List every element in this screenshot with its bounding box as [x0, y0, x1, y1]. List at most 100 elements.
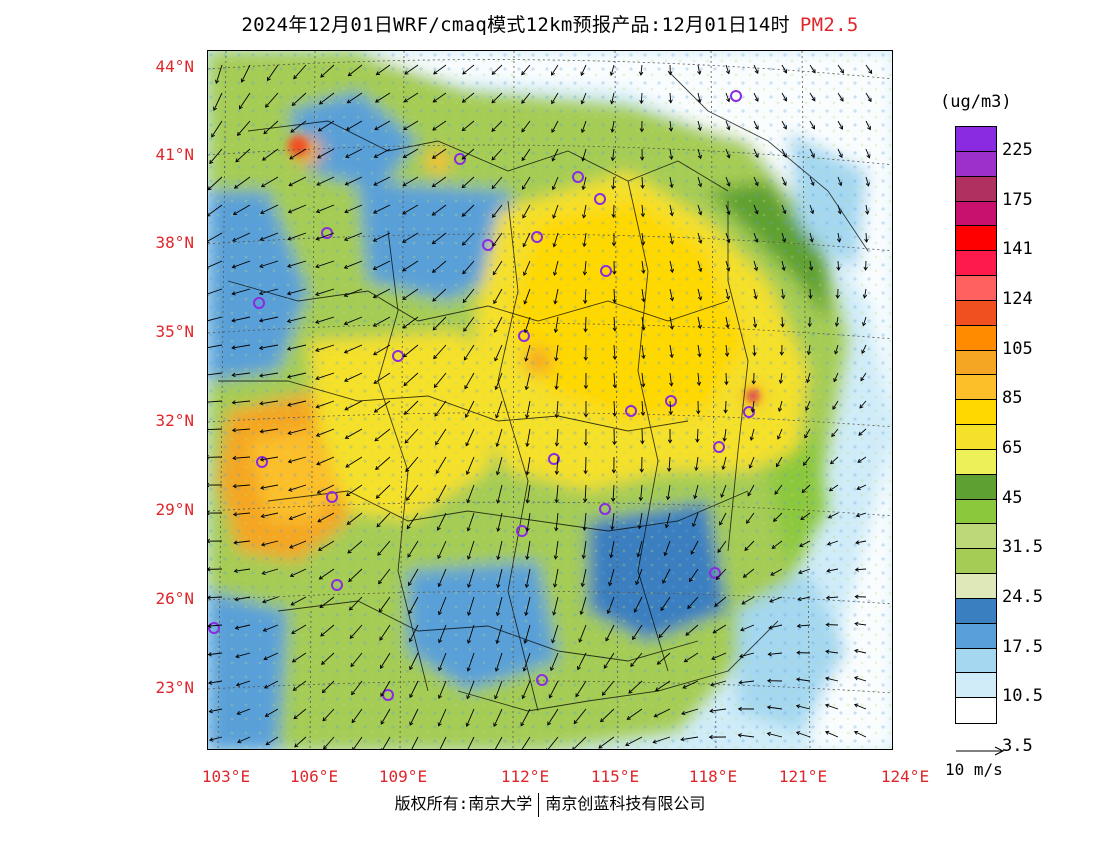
- wind-arrowhead: [781, 238, 787, 243]
- wind-arrowhead: [581, 214, 587, 219]
- wind-vector: [235, 148, 251, 163]
- wind-vector: [349, 596, 363, 611]
- wind-vector: [259, 344, 279, 349]
- wind-vector: [585, 316, 587, 332]
- wind-vector: [781, 316, 784, 327]
- wind-arrowhead: [608, 582, 613, 587]
- wind-arrowhead: [402, 295, 407, 300]
- wind-arrowhead: [828, 487, 834, 492]
- wind-arrowhead: [291, 101, 296, 106]
- wind-arrowhead: [492, 271, 497, 276]
- wind-arrowhead: [407, 553, 412, 558]
- wind-arrowhead: [286, 374, 292, 379]
- wind-arrowhead: [431, 211, 436, 216]
- wind-arrowhead: [523, 328, 529, 334]
- wind-vector: [653, 736, 671, 743]
- legend-label: 10.5: [1002, 686, 1043, 707]
- wind-vector: [610, 540, 615, 558]
- wind-arrowhead: [495, 471, 501, 476]
- wind-arrowhead: [581, 185, 586, 191]
- wind-arrowhead: [351, 719, 356, 724]
- wind-vector: [556, 484, 559, 503]
- wind-arrowhead: [343, 349, 349, 354]
- wind-vector: [776, 456, 783, 467]
- wind-arrowhead: [436, 526, 441, 531]
- wind-arrowhead: [696, 410, 701, 415]
- wind-arrowhead: [810, 153, 815, 158]
- wind-arrowhead: [522, 667, 527, 672]
- title-text: 2024年12月01日WRF/cmaq模式12km预报产品:12月01日14时: [241, 14, 790, 36]
- wind-vector: [753, 288, 757, 299]
- wind-vector: [522, 204, 531, 219]
- wind-vector: [294, 736, 307, 748]
- wind-arrowhead: [231, 345, 236, 350]
- wind-vector: [467, 540, 475, 560]
- wind-vector: [600, 708, 615, 723]
- wind-arrowhead: [493, 328, 498, 333]
- wind-arrowhead: [406, 525, 411, 530]
- wind-arrowhead: [551, 71, 555, 76]
- wind-arrowhead: [343, 321, 349, 326]
- wind-arrowhead: [746, 519, 750, 524]
- lat-label-38: 38°N: [155, 233, 194, 252]
- wind-vector: [494, 680, 503, 699]
- wind-vector: [263, 652, 279, 660]
- wind-arrowhead: [641, 354, 646, 360]
- wind-arrowhead: [826, 568, 831, 573]
- wind-arrowhead: [520, 722, 525, 727]
- wind-arrowhead: [612, 384, 617, 389]
- wind-vector: [402, 288, 419, 300]
- wind-vector: [316, 204, 335, 213]
- wind-arrowhead: [824, 703, 830, 708]
- wind-vector: [289, 512, 307, 520]
- wind-vector: [641, 372, 644, 387]
- wind-arrowhead: [290, 128, 295, 133]
- wind-vector: [373, 232, 391, 242]
- wind-vector: [208, 624, 223, 627]
- wind-arrowhead: [641, 269, 646, 274]
- wind-arrowhead: [376, 523, 381, 528]
- wind-arrowhead: [640, 440, 645, 445]
- wind-arrowhead: [374, 126, 379, 131]
- wind-arrowhead: [854, 567, 859, 572]
- wind-arrowhead: [345, 463, 350, 468]
- wind-arrowhead: [491, 156, 496, 161]
- wind-arrowhead: [208, 595, 211, 600]
- wind-vector: [526, 428, 531, 447]
- wind-vector: [660, 596, 671, 611]
- wind-arrowhead: [669, 155, 674, 160]
- wind-vector: [462, 92, 475, 103]
- wind-arrowhead: [231, 400, 236, 405]
- wind-vector: [551, 64, 559, 76]
- wind-arrowhead: [635, 580, 640, 586]
- wind-vector: [809, 64, 816, 74]
- wind-arrowhead: [260, 513, 265, 519]
- wind-vector: [725, 204, 730, 215]
- pm25-map: [207, 50, 893, 750]
- wind-vector: [494, 316, 503, 333]
- wind-arrowhead: [781, 266, 786, 271]
- wind-arrowhead: [402, 210, 407, 215]
- wind-vector: [753, 176, 759, 186]
- wind-vector: [259, 260, 279, 268]
- wind-vector: [725, 176, 730, 187]
- wind-vector: [260, 484, 279, 489]
- wind-arrowhead: [525, 555, 530, 561]
- wind-arrowhead: [437, 554, 442, 560]
- legend-label: 24.5: [1002, 586, 1043, 607]
- legend-swatch: [955, 349, 997, 376]
- wind-arrowhead: [855, 540, 860, 545]
- wind-arrowhead: [553, 300, 558, 305]
- wind-arrowhead: [712, 629, 717, 634]
- wind-arrowhead: [606, 609, 611, 615]
- wind-arrowhead: [343, 264, 349, 269]
- lat-label-26: 26°N: [155, 589, 194, 608]
- legend-swatch: [955, 299, 997, 326]
- wind-vector: [344, 400, 363, 411]
- wind-vector: [319, 596, 335, 608]
- wind-vector: [520, 708, 531, 727]
- wind-vector: [825, 731, 839, 738]
- wind-arrowhead: [774, 490, 779, 495]
- wind-arrowhead: [640, 156, 645, 161]
- wind-vector: [344, 204, 363, 213]
